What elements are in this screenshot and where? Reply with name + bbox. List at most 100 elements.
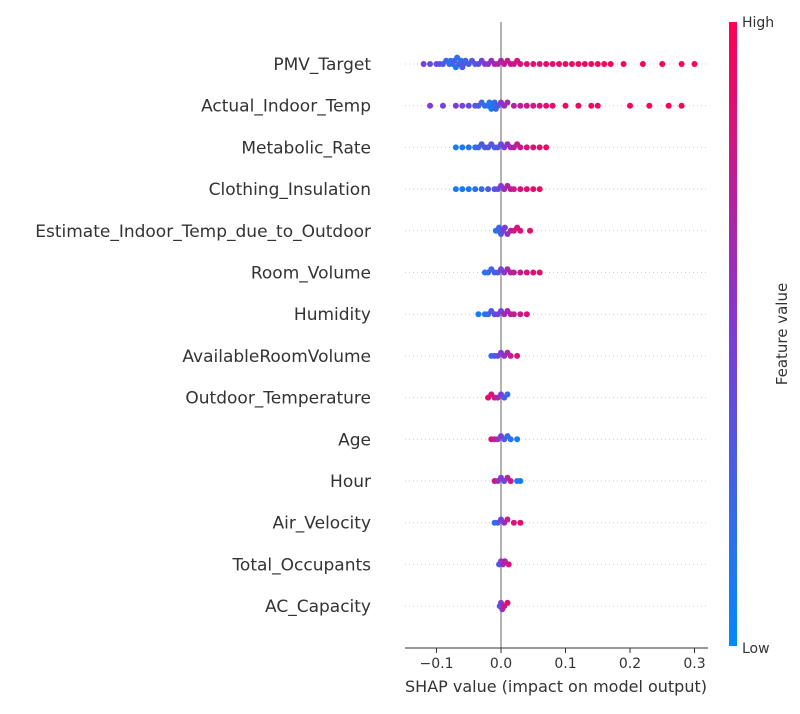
feature-labels: PMV_Target Actual_Indoor_Temp Metabolic_Ra… [35, 55, 371, 617]
shap-point [510, 311, 517, 318]
shap-point [523, 102, 530, 109]
row-gridlines [405, 63, 708, 607]
shap-point [459, 186, 466, 193]
shap-point [536, 269, 543, 276]
shap-point [530, 61, 537, 67]
shap-point [536, 186, 543, 193]
shap-point [452, 186, 459, 193]
shap-point [478, 186, 485, 193]
x-tick-label: 0.2 [619, 656, 641, 672]
shap-point [536, 144, 543, 151]
shap-point [465, 102, 472, 109]
shap-point [523, 61, 530, 67]
feature-label: Estimate_Indoor_Temp_due_to_Outdoor [35, 222, 371, 242]
shap-point [517, 519, 524, 526]
shap-point [504, 99, 511, 106]
shap-point [543, 61, 550, 67]
feature-label: Air_Velocity [272, 514, 371, 534]
feature-label: Room_Volume [251, 264, 371, 284]
shap-point [472, 186, 479, 193]
feature-label: Humidity [294, 305, 371, 325]
shap-point [517, 144, 524, 151]
shap-point [627, 102, 633, 109]
shap-point [505, 561, 512, 568]
shap-point [504, 599, 511, 606]
colorbar-low-label: Low [742, 641, 770, 657]
shap-point [420, 61, 427, 67]
shap-point [594, 61, 601, 67]
shap-point [510, 519, 517, 526]
feature-label: Metabolic_Rate [241, 138, 371, 158]
colorbar [729, 22, 737, 646]
feature-label: Actual_Indoor_Temp [201, 97, 371, 117]
colorbar-high-label: High [742, 15, 774, 31]
shap-point [543, 144, 550, 151]
shap-point [507, 436, 514, 443]
shap-point [530, 269, 537, 276]
shap-point [575, 102, 582, 109]
shap-point [485, 186, 492, 193]
points-layer [420, 54, 698, 613]
shap-point [607, 61, 614, 67]
shap-point [504, 391, 511, 398]
shap-point [588, 102, 595, 109]
shap-point [620, 61, 627, 67]
feature-label: AC_Capacity [265, 597, 371, 617]
shap-point [523, 144, 530, 151]
shap-point [646, 102, 653, 109]
shap-point [510, 269, 517, 276]
shap-point [536, 102, 543, 109]
x-tick-label: 0.1 [554, 656, 576, 672]
colorbar-title: Feature value [773, 283, 791, 385]
shap-point [510, 102, 517, 109]
feature-label: PMV_Target [273, 55, 371, 75]
shap-point [639, 61, 646, 67]
x-tick-label: 0.3 [683, 656, 705, 672]
shap-point [504, 516, 511, 523]
shap-point [517, 478, 524, 484]
shap-point [507, 352, 514, 359]
shap-point [691, 61, 698, 67]
shap-point [543, 102, 550, 109]
shap-point [517, 102, 524, 109]
shap-point [659, 61, 666, 67]
shap-point [465, 186, 472, 193]
shap-point [530, 186, 537, 193]
shap-point [452, 144, 459, 151]
shap-point [452, 102, 459, 109]
shap-point [459, 102, 466, 109]
shap-point [562, 61, 569, 67]
x-tick-label: 0.0 [490, 656, 512, 672]
shap-point [549, 102, 556, 109]
shap-point [562, 102, 569, 109]
shap-point [678, 102, 685, 109]
shap-point [523, 311, 530, 318]
shap-point [465, 144, 472, 151]
shap-point [588, 61, 595, 67]
feature-label: Age [338, 430, 371, 450]
shap-point [536, 61, 543, 67]
shap-point [517, 186, 524, 193]
shap-point [517, 61, 524, 67]
shap-point [575, 61, 582, 67]
feature-label: Clothing_Insulation [209, 180, 371, 200]
shap-point [581, 61, 588, 67]
shap-point [517, 227, 524, 234]
shap-point [501, 224, 508, 231]
feature-label: Outdoor_Temperature [185, 389, 371, 409]
feature-label: Hour [330, 472, 371, 492]
shap-point [527, 227, 534, 234]
shap-point [523, 186, 530, 193]
x-tick-label: −0.1 [420, 656, 454, 672]
shap-point [530, 102, 537, 109]
shap-point [549, 61, 556, 67]
shap-point [439, 102, 446, 109]
shap-point [530, 144, 537, 151]
x-ticks: −0.1 0.0 0.1 0.2 0.3 [420, 648, 706, 672]
shap-point [459, 144, 466, 151]
shap-point [665, 102, 672, 109]
shap-point [556, 61, 563, 67]
shap-point [517, 269, 524, 276]
